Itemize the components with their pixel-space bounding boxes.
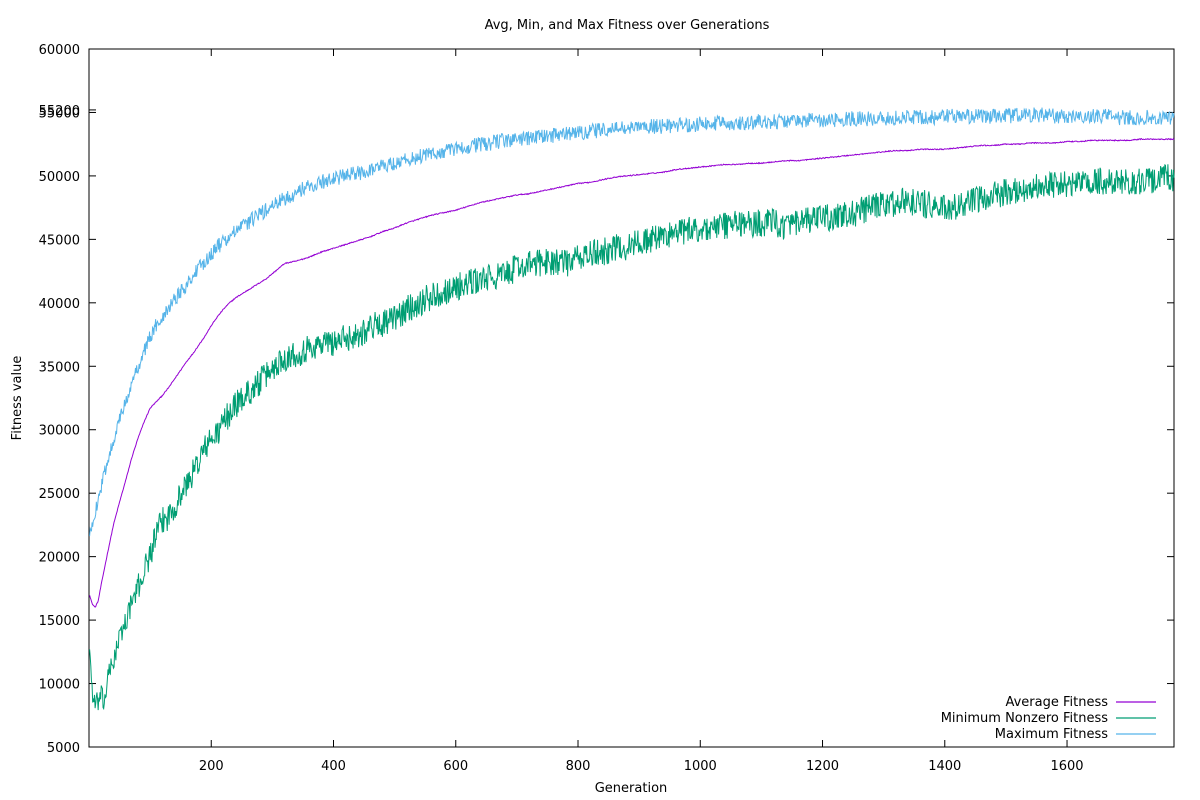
y-tick-label: 60000: [39, 43, 80, 58]
legend-label: Average Fitness: [1005, 695, 1108, 710]
y-tick-label-extra: 55200: [39, 104, 80, 119]
x-tick-label: 200: [199, 759, 224, 774]
y-tick-label: 30000: [39, 424, 80, 439]
y-axis-label: Fitness value: [10, 356, 25, 441]
y-tick-label: 20000: [39, 551, 80, 566]
series-line-2: [89, 107, 1175, 537]
x-tick-label: 1200: [806, 759, 839, 774]
legend-label: Minimum Nonzero Fitness: [941, 711, 1109, 726]
y-tick-label: 10000: [39, 678, 80, 693]
series-layer: [89, 107, 1175, 711]
x-tick-label: 800: [566, 759, 591, 774]
x-tick-label: 1600: [1050, 759, 1083, 774]
legend-label: Maximum Fitness: [995, 727, 1108, 742]
x-tick-label: 1000: [684, 759, 717, 774]
y-tick-label: 25000: [39, 487, 80, 502]
x-axis-ticks: 200 400 600 800 1000 1200 1400 1600: [199, 49, 1084, 774]
x-tick-label: 600: [443, 759, 468, 774]
y-tick-label: 15000: [39, 614, 80, 629]
plot-border: [88, 48, 1175, 748]
y-axis-ticks: 5000 10000 15000 20000 25000 30000 35000 40000 4…: [39, 43, 1174, 756]
x-tick-label: 400: [321, 759, 346, 774]
series-line-0: [89, 137, 1175, 608]
y-tick-label: 5000: [47, 741, 80, 756]
y-tick-label: 50000: [39, 170, 80, 185]
x-tick-label: 1400: [928, 759, 961, 774]
series-line-1: [89, 164, 1175, 711]
y-tick-label: 55000: [39, 106, 80, 121]
x-axis-label: Generation: [595, 781, 668, 796]
y-tick-label: 35000: [39, 360, 80, 375]
chart-title: Avg, Min, and Max Fitness over Generatio…: [485, 18, 770, 33]
y-tick-label: 40000: [39, 297, 80, 312]
y-tick-label: 45000: [39, 233, 80, 248]
